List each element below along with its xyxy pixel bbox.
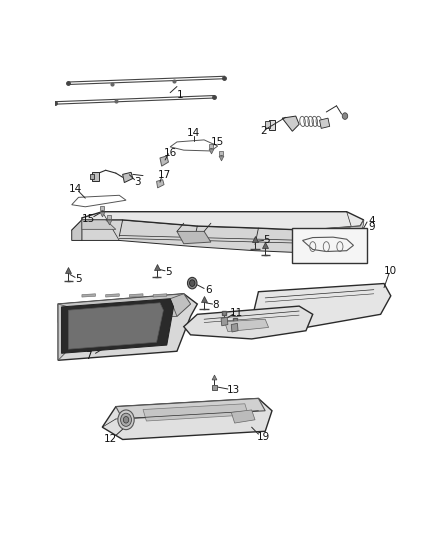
Text: 15: 15 [82, 214, 95, 224]
Circle shape [118, 410, 134, 430]
Polygon shape [102, 399, 272, 440]
Polygon shape [143, 404, 248, 421]
Polygon shape [303, 220, 364, 253]
Circle shape [120, 413, 131, 426]
Text: 3: 3 [134, 177, 141, 187]
Text: 1: 1 [177, 90, 184, 100]
Text: 6: 6 [205, 285, 212, 295]
Polygon shape [68, 303, 163, 349]
Circle shape [190, 280, 195, 286]
Polygon shape [268, 120, 276, 130]
Text: 2: 2 [260, 126, 266, 136]
Polygon shape [319, 118, 330, 128]
Polygon shape [61, 298, 173, 353]
Text: 16: 16 [164, 148, 177, 158]
Text: 9: 9 [369, 222, 375, 232]
Polygon shape [72, 212, 364, 253]
Polygon shape [212, 385, 217, 390]
Text: 12: 12 [104, 434, 117, 443]
Polygon shape [160, 156, 169, 166]
Text: 14: 14 [69, 184, 82, 194]
Polygon shape [309, 227, 353, 247]
Text: 5: 5 [264, 235, 270, 245]
Polygon shape [156, 180, 164, 188]
Polygon shape [92, 172, 99, 181]
Text: 8: 8 [213, 300, 219, 310]
Text: 4: 4 [369, 216, 375, 226]
Polygon shape [184, 306, 313, 339]
Polygon shape [265, 122, 270, 128]
Text: 15: 15 [211, 137, 224, 147]
Polygon shape [116, 399, 265, 419]
Polygon shape [58, 294, 197, 360]
Text: 11: 11 [230, 308, 243, 318]
Text: 19: 19 [257, 432, 270, 442]
Polygon shape [221, 317, 228, 326]
Polygon shape [106, 294, 119, 297]
Text: 5: 5 [165, 266, 172, 277]
Polygon shape [58, 294, 191, 322]
Polygon shape [177, 231, 211, 244]
Polygon shape [90, 174, 94, 179]
Text: 14: 14 [187, 128, 201, 138]
Text: 7: 7 [85, 351, 92, 361]
Polygon shape [231, 324, 238, 332]
Text: 13: 13 [226, 385, 240, 395]
Polygon shape [72, 220, 82, 240]
Text: 17: 17 [157, 170, 171, 180]
Polygon shape [153, 294, 167, 297]
Polygon shape [231, 410, 255, 423]
Polygon shape [82, 220, 116, 229]
Polygon shape [58, 304, 68, 360]
Polygon shape [224, 319, 268, 332]
Polygon shape [82, 212, 364, 230]
Text: 10: 10 [384, 266, 397, 276]
Polygon shape [282, 116, 299, 131]
Bar [293, 228, 367, 263]
Polygon shape [123, 172, 133, 183]
Polygon shape [170, 294, 191, 317]
Polygon shape [130, 294, 143, 297]
Circle shape [342, 113, 348, 119]
Circle shape [187, 277, 197, 289]
Polygon shape [251, 284, 391, 329]
Circle shape [124, 416, 129, 423]
Polygon shape [82, 294, 95, 297]
Text: 5: 5 [75, 273, 82, 284]
